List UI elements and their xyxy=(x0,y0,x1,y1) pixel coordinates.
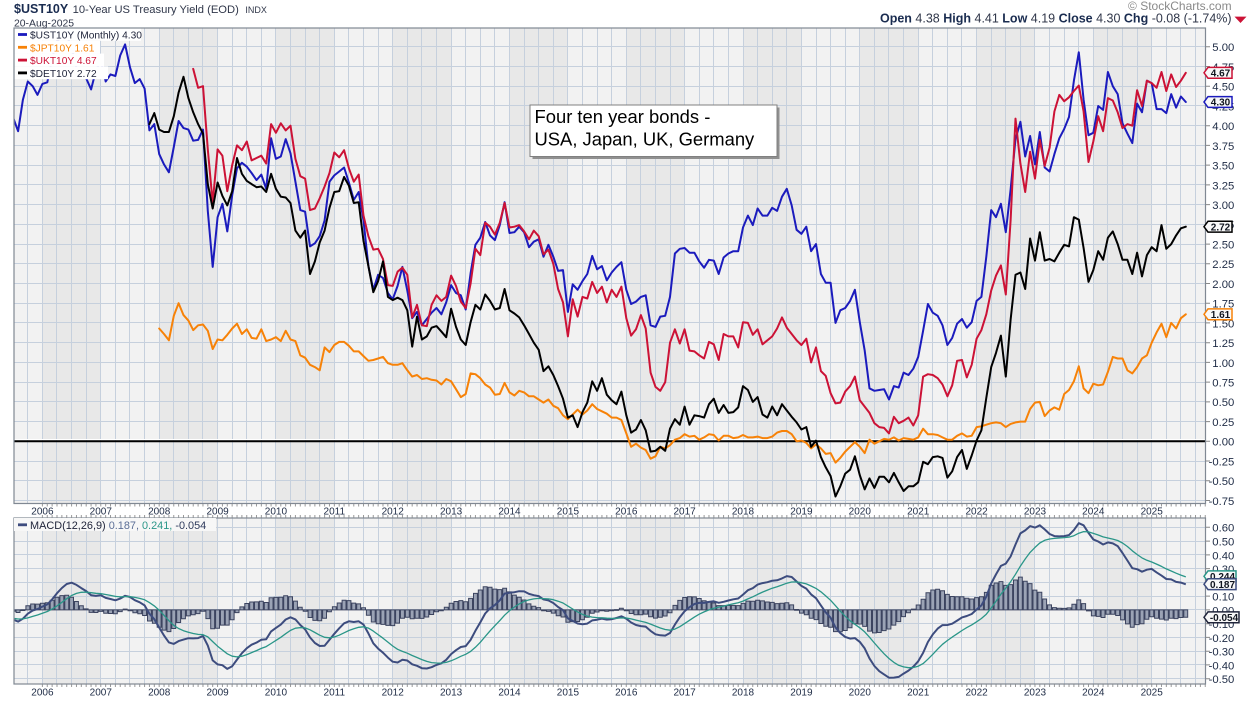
svg-text:2019: 2019 xyxy=(790,507,813,518)
svg-text:2007: 2007 xyxy=(90,688,113,699)
svg-text:-0.20: -0.20 xyxy=(1209,633,1235,645)
svg-text:2.25: 2.25 xyxy=(1212,259,1234,271)
svg-text:3.50: 3.50 xyxy=(1212,161,1234,173)
svg-text:INDX: INDX xyxy=(245,5,267,15)
svg-text:2006: 2006 xyxy=(31,688,54,699)
svg-text:2024: 2024 xyxy=(1082,688,1105,699)
svg-text:© StockCharts.com: © StockCharts.com xyxy=(1128,0,1232,13)
svg-text:2009: 2009 xyxy=(206,507,229,518)
svg-text:0.40: 0.40 xyxy=(1212,550,1234,562)
svg-text:2010: 2010 xyxy=(265,507,288,518)
svg-text:1.61: 1.61 xyxy=(1211,310,1231,321)
svg-text:USA, Japan, UK, Germany: USA, Japan, UK, Germany xyxy=(535,128,756,149)
svg-text:5.00: 5.00 xyxy=(1212,42,1234,54)
svg-text:$DET10Y 2.72: $DET10Y 2.72 xyxy=(30,69,97,80)
svg-text:-0.50: -0.50 xyxy=(1209,476,1235,488)
svg-text:2008: 2008 xyxy=(148,507,171,518)
svg-text:3.75: 3.75 xyxy=(1212,141,1234,153)
svg-text:4.30: 4.30 xyxy=(1211,98,1231,109)
svg-text:0.75: 0.75 xyxy=(1212,378,1234,390)
svg-text:-0.30: -0.30 xyxy=(1209,647,1235,659)
svg-text:2023: 2023 xyxy=(1024,507,1047,518)
svg-text:2017: 2017 xyxy=(673,507,696,518)
svg-text:2022: 2022 xyxy=(965,507,988,518)
svg-text:2020: 2020 xyxy=(849,688,872,699)
svg-text:2012: 2012 xyxy=(382,507,405,518)
svg-text:2013: 2013 xyxy=(440,507,463,518)
svg-text:MACD(12,26,9) 0.187, 0.241, -0: MACD(12,26,9) 0.187, 0.241, -0.054 xyxy=(30,520,206,532)
svg-text:2.72: 2.72 xyxy=(1211,222,1231,233)
svg-text:2014: 2014 xyxy=(498,507,521,518)
svg-text:2015: 2015 xyxy=(557,688,580,699)
svg-text:-0.50: -0.50 xyxy=(1209,674,1235,686)
svg-text:2009: 2009 xyxy=(206,688,229,699)
svg-text:0.50: 0.50 xyxy=(1212,537,1234,549)
svg-text:2025: 2025 xyxy=(1141,507,1164,518)
svg-text:2016: 2016 xyxy=(615,688,638,699)
svg-text:2010: 2010 xyxy=(265,688,288,699)
svg-text:0.187: 0.187 xyxy=(1210,580,1235,591)
svg-text:1.75: 1.75 xyxy=(1212,299,1234,311)
svg-text:1.00: 1.00 xyxy=(1212,358,1234,370)
svg-text:2007: 2007 xyxy=(90,507,113,518)
svg-text:2016: 2016 xyxy=(615,507,638,518)
svg-text:Four ten year bonds -: Four ten year bonds - xyxy=(535,106,711,127)
svg-text:1.50: 1.50 xyxy=(1212,318,1234,330)
svg-text:$UST10Y: $UST10Y xyxy=(14,2,69,16)
svg-text:3.00: 3.00 xyxy=(1212,200,1234,212)
svg-text:2019: 2019 xyxy=(790,688,813,699)
svg-text:2015: 2015 xyxy=(557,507,580,518)
svg-text:$UKT10Y 4.67: $UKT10Y 4.67 xyxy=(30,56,97,67)
svg-text:2006: 2006 xyxy=(31,507,54,518)
svg-text:1.25: 1.25 xyxy=(1212,338,1234,350)
svg-text:2017: 2017 xyxy=(673,688,696,699)
svg-text:2020: 2020 xyxy=(849,507,872,518)
svg-text:2011: 2011 xyxy=(324,507,346,518)
svg-text:0.60: 0.60 xyxy=(1212,523,1234,535)
svg-text:$UST10Y (Monthly) 4.30: $UST10Y (Monthly) 4.30 xyxy=(30,31,142,42)
svg-text:2014: 2014 xyxy=(498,688,521,699)
svg-text:-0.75: -0.75 xyxy=(1209,496,1235,508)
svg-text:0.00: 0.00 xyxy=(1212,437,1234,449)
svg-text:10-Year US Treasury Yield (EOD: 10-Year US Treasury Yield (EOD) xyxy=(73,4,239,16)
svg-text:2024: 2024 xyxy=(1082,507,1105,518)
svg-text:2022: 2022 xyxy=(965,688,988,699)
svg-text:-0.25: -0.25 xyxy=(1209,456,1235,468)
svg-text:20-Aug-2025: 20-Aug-2025 xyxy=(14,18,74,29)
svg-text:0.244: 0.244 xyxy=(1210,572,1235,583)
svg-text:0.25: 0.25 xyxy=(1212,417,1234,429)
svg-text:Open 4.38 High 4.41 Low 4.19: Open 4.38 High 4.41 Low 4.19 Close 4.30 … xyxy=(880,11,1232,25)
svg-text:4.50: 4.50 xyxy=(1212,82,1234,94)
svg-text:3.25: 3.25 xyxy=(1212,180,1234,192)
svg-text:2018: 2018 xyxy=(732,688,755,699)
svg-text:2021: 2021 xyxy=(907,507,930,518)
svg-text:4.67: 4.67 xyxy=(1211,68,1231,79)
svg-text:2.00: 2.00 xyxy=(1212,279,1234,291)
svg-text:2.50: 2.50 xyxy=(1212,240,1234,252)
svg-text:4.00: 4.00 xyxy=(1212,121,1234,133)
svg-text:2025: 2025 xyxy=(1141,688,1164,699)
svg-text:2013: 2013 xyxy=(440,688,463,699)
svg-text:2021: 2021 xyxy=(907,688,930,699)
svg-text:2023: 2023 xyxy=(1024,688,1047,699)
svg-text:2008: 2008 xyxy=(148,688,171,699)
svg-text:2018: 2018 xyxy=(732,507,755,518)
svg-text:0.10: 0.10 xyxy=(1212,592,1234,604)
svg-text:$JPT10Y 1.61: $JPT10Y 1.61 xyxy=(30,43,95,54)
svg-text:2011: 2011 xyxy=(324,688,346,699)
svg-text:0.50: 0.50 xyxy=(1212,397,1234,409)
svg-text:-0.40: -0.40 xyxy=(1209,660,1235,672)
svg-text:-0.054: -0.054 xyxy=(1210,613,1239,624)
svg-text:2012: 2012 xyxy=(382,688,405,699)
